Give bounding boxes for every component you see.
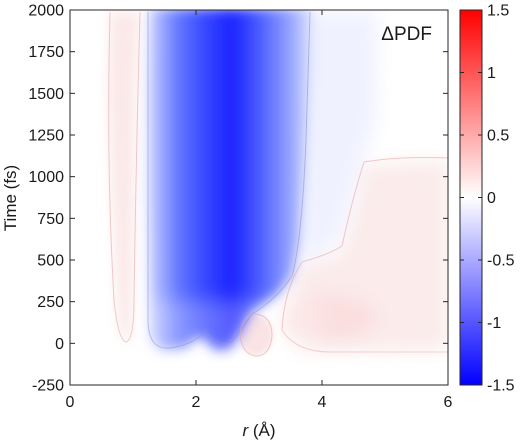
plot-frame [69,9,449,386]
y-tick-label: 0 [55,336,64,353]
y-tick-label: -250 [32,378,64,395]
colorbar-tick-label: 0.5 [487,128,509,145]
colorbar-ticks: -1.5 -1 -0.5 0 0.5 1 1.5 [460,3,515,395]
y-tick-label: 250 [37,294,64,311]
heatmap-field [108,10,448,360]
y-axis-label: Time (fs) [1,165,20,231]
panel-label: ΔPDF [381,24,432,45]
y-tick-label: 750 [37,211,64,228]
x-tick-label: 0 [66,394,75,411]
x-axis-ticks: 0 2 4 6 [66,10,453,411]
y-tick-label: 2000 [28,3,64,20]
colorbar-tick-label: 0 [487,190,496,207]
y-axis-ticks: -250 0 250 500 750 1000 1250 1500 1750 2000 [28,3,448,395]
positive-region-left [108,12,140,342]
colorbar-tick-label: 1.5 [487,3,509,20]
contour-main [147,11,311,349]
colorbar-tick-label: -0.5 [487,253,515,270]
y-tick-label: 1250 [28,128,64,145]
x-tick-label: 4 [318,394,327,411]
x-tick-label: 2 [192,394,201,411]
contour-right [281,157,448,331]
y-tick-label: 1750 [28,44,64,61]
x-tick-label: 6 [444,394,453,411]
colorbar-tick-label: 1 [487,65,496,82]
colorbar-tick-label: -1 [487,315,501,332]
y-tick-label: 1500 [28,86,64,103]
y-tick-label: 500 [37,253,64,270]
contour-right-lower [281,329,448,353]
x-axis-label: r (Å) [242,421,275,440]
y-tick-label: 1000 [28,169,64,186]
contour-left [108,11,141,343]
negative-region-main [148,10,312,350]
colorbar-tick-label: -1.5 [487,378,515,395]
contour-small [239,313,273,357]
negative-region-faint [300,12,378,262]
